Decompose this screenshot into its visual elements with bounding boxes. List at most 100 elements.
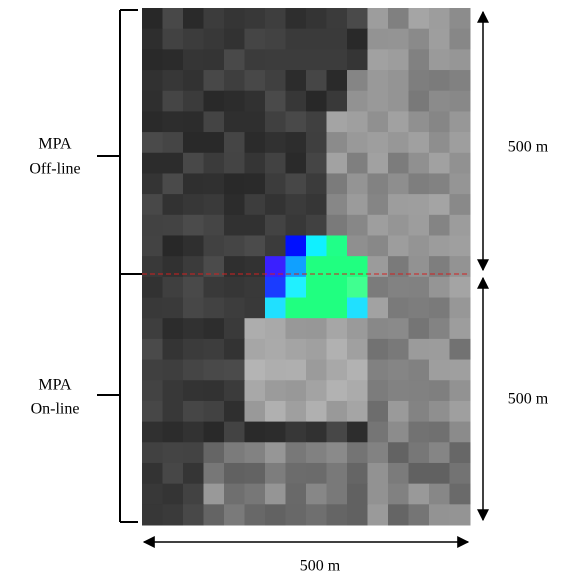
pixel — [449, 152, 471, 174]
pixel — [142, 70, 163, 92]
pixel — [367, 49, 389, 71]
pixel — [306, 297, 327, 319]
pixel — [142, 8, 163, 30]
pixel — [203, 359, 225, 381]
pixel — [429, 152, 450, 174]
pixel — [224, 421, 245, 443]
pixel — [265, 173, 286, 195]
pixel — [326, 8, 348, 30]
pixel — [449, 173, 471, 195]
pixel — [429, 49, 450, 71]
pixel — [224, 152, 245, 174]
pixel — [203, 173, 225, 195]
pixel — [429, 400, 450, 423]
pixel — [203, 111, 225, 133]
pixel — [183, 194, 204, 216]
pixel — [265, 338, 286, 361]
pixel — [367, 400, 389, 423]
pixel — [265, 297, 286, 319]
pixel — [162, 70, 184, 92]
pixel — [162, 483, 184, 505]
pixel — [429, 318, 450, 340]
pixel — [183, 235, 204, 257]
pixel — [162, 111, 184, 133]
pixel — [183, 483, 204, 505]
pixel — [183, 276, 204, 299]
pixel — [244, 214, 266, 236]
pixel — [244, 132, 266, 154]
pixel — [162, 421, 184, 443]
pixel — [244, 380, 266, 402]
pixel — [285, 70, 307, 92]
pixel — [142, 49, 163, 71]
pixel — [162, 8, 184, 30]
pixel — [285, 504, 307, 526]
pixel — [162, 462, 184, 485]
pixel — [162, 380, 184, 402]
pixel — [203, 421, 225, 443]
pixel — [326, 49, 348, 71]
pixel — [183, 90, 204, 112]
pixel — [224, 318, 245, 340]
pixel — [429, 173, 450, 195]
pixel — [388, 400, 409, 423]
pixel — [162, 132, 184, 154]
pixel — [388, 256, 409, 278]
pixel — [367, 28, 389, 50]
pixel — [285, 297, 307, 319]
pixel — [408, 214, 430, 236]
pixel — [265, 318, 286, 340]
pixel — [429, 90, 450, 112]
pixel — [244, 111, 266, 133]
pixel — [408, 380, 430, 402]
pixel — [347, 400, 368, 423]
pixel — [347, 256, 368, 278]
pixel — [265, 194, 286, 216]
pixel — [408, 462, 430, 485]
pixel — [367, 297, 389, 319]
pixel — [429, 442, 450, 464]
pixel — [388, 49, 409, 71]
label: MPA — [38, 377, 72, 394]
pixel — [162, 49, 184, 71]
pixel — [265, 235, 286, 257]
pixel — [326, 318, 348, 340]
pixel — [265, 132, 286, 154]
pixel — [306, 380, 327, 402]
pixel — [285, 442, 307, 464]
pixel — [306, 70, 327, 92]
pixel — [388, 504, 409, 526]
pixel — [265, 421, 286, 443]
pixel — [265, 70, 286, 92]
pixel — [183, 442, 204, 464]
pixel — [449, 462, 471, 485]
pixel — [408, 256, 430, 278]
pixel — [408, 173, 430, 195]
pixel — [306, 173, 327, 195]
pixel — [142, 194, 163, 216]
pixel — [285, 111, 307, 133]
pixel — [449, 359, 471, 381]
pixel — [203, 400, 225, 423]
pixel — [367, 318, 389, 340]
pixel — [449, 483, 471, 505]
pixel — [367, 214, 389, 236]
pixel — [265, 152, 286, 174]
pixel — [162, 235, 184, 257]
pixel — [265, 504, 286, 526]
pixel — [388, 318, 409, 340]
pixel — [306, 359, 327, 381]
pixel — [183, 380, 204, 402]
pixel — [142, 442, 163, 464]
pixel — [265, 462, 286, 485]
pixel — [367, 462, 389, 485]
pixel — [367, 132, 389, 154]
pixel — [183, 504, 204, 526]
pixel — [162, 400, 184, 423]
pixel — [408, 90, 430, 112]
pixel — [183, 132, 204, 154]
pixel — [244, 28, 266, 50]
pixel — [183, 297, 204, 319]
pixel — [429, 462, 450, 485]
pixel — [388, 380, 409, 402]
